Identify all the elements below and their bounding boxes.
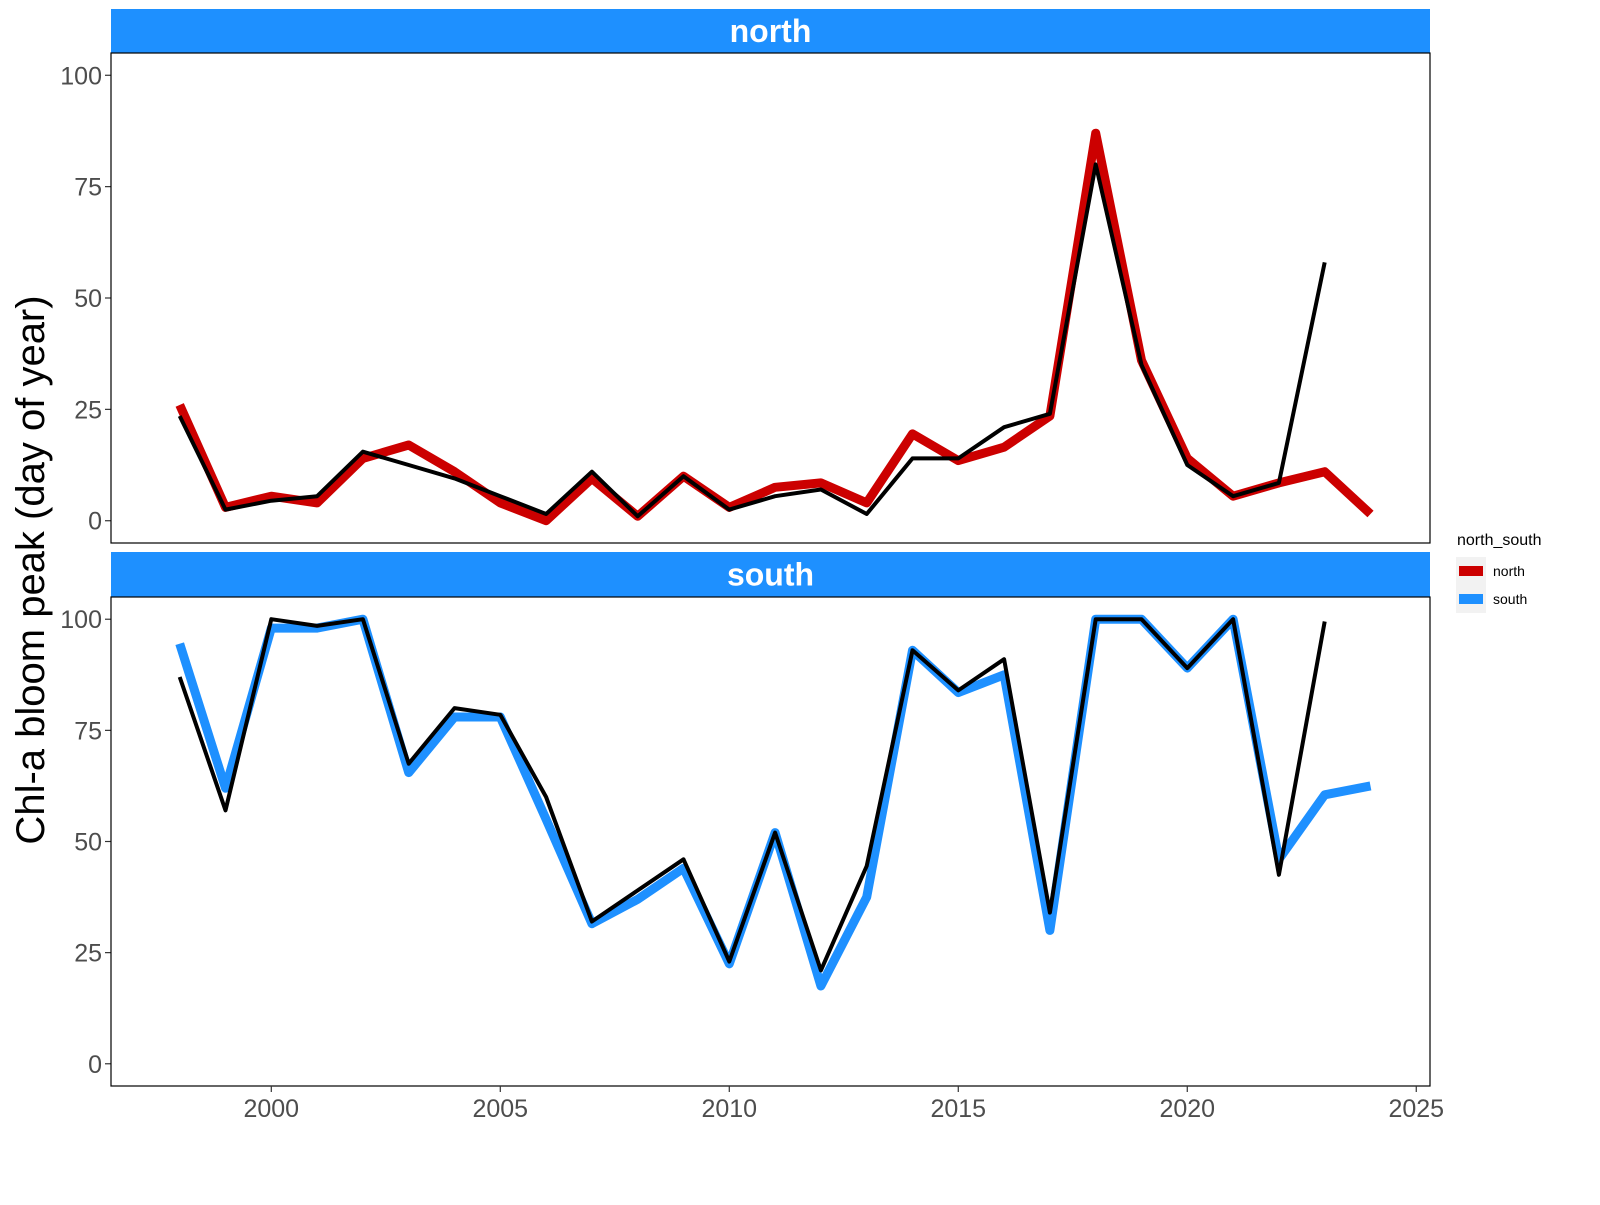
y-tick-label-north: 0 <box>88 508 102 536</box>
y-tick-label-north: 25 <box>74 396 102 424</box>
x-tick-label: 2000 <box>243 1095 299 1123</box>
y-tick-label-north: 75 <box>74 174 102 202</box>
series-line-north-colored <box>175 128 1374 526</box>
x-tick-label: 2015 <box>930 1095 986 1123</box>
series-line-north-black <box>177 162 1327 519</box>
x-tick-label: 2010 <box>701 1095 757 1123</box>
panel-border-north <box>110 52 1431 544</box>
legend-key-north <box>1459 566 1483 576</box>
x-tick-label: 2025 <box>1388 1095 1444 1123</box>
series-line-south-colored <box>175 614 1372 991</box>
y-tick-label-south: 75 <box>74 717 102 745</box>
legend-key-south <box>1459 594 1483 604</box>
y-tick-label-north: 100 <box>60 62 102 90</box>
legend-label-north: north <box>1493 563 1525 579</box>
facet-strip-south <box>111 552 1430 597</box>
series-line-south-black <box>177 617 1327 973</box>
y-axis-label: Chl-a bloom peak (day of year) <box>9 295 53 844</box>
facet-strip-label-north: north <box>730 13 812 49</box>
y-tick-label-south: 0 <box>88 1051 102 1079</box>
y-tick-label-north: 50 <box>74 285 102 313</box>
facet-strip-label-south: south <box>727 557 814 593</box>
panel-border-south <box>110 596 1431 1087</box>
y-tick-label-south: 25 <box>74 940 102 968</box>
y-tick-label-south: 50 <box>74 829 102 857</box>
x-tick-label: 2005 <box>472 1095 528 1123</box>
x-tick-label: 2020 <box>1159 1095 1215 1123</box>
legend-title: north_south <box>1457 532 1542 549</box>
facet-strip-north <box>111 9 1430 53</box>
legend-label-south: south <box>1493 591 1527 607</box>
y-tick-label-south: 100 <box>60 606 102 634</box>
